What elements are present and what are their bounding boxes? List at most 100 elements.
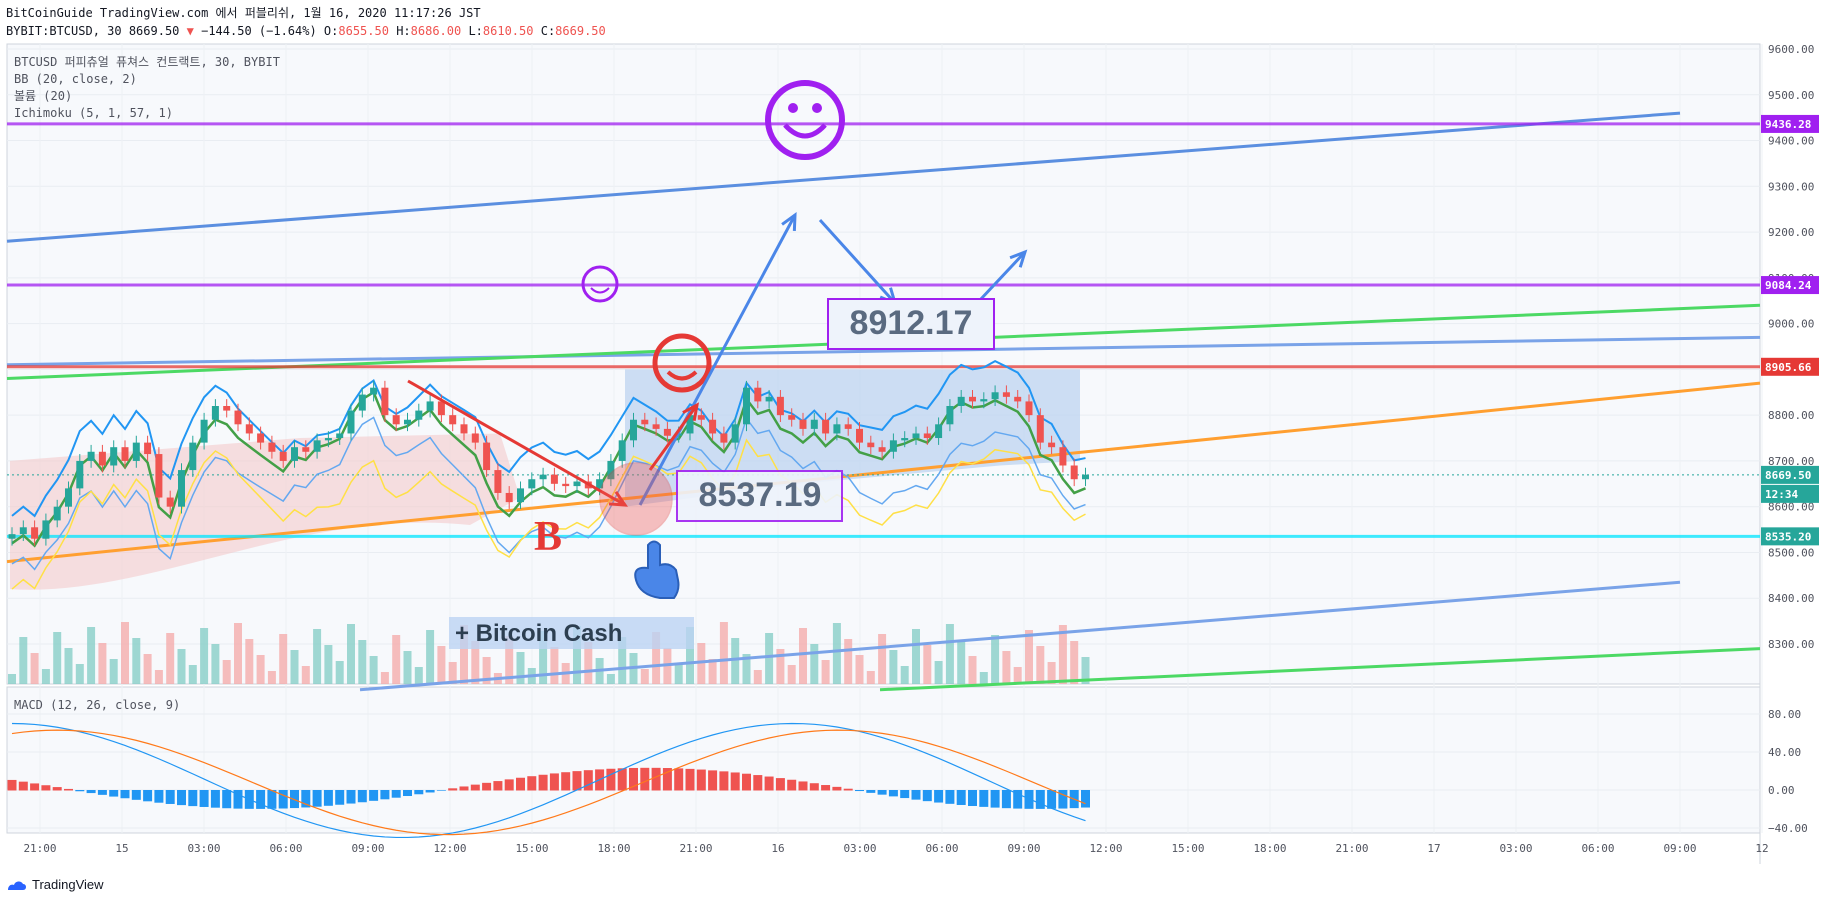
macd-histogram-bar [572,771,582,791]
legend-bb[interactable]: BB (20, close, 2) [14,72,137,86]
price-label-text: 8535.20 [1765,530,1811,543]
candle-body [245,424,253,434]
main-pane[interactable] [6,43,1761,685]
candle-body [53,506,61,521]
candle-body [98,451,106,466]
macd-series [7,722,1090,839]
volume-bar [460,625,468,684]
volume-bar [618,637,627,684]
price-label-box [1761,527,1819,546]
time-tick-label: 06:00 [925,842,958,855]
macd-histogram-bar [154,790,164,803]
candle-body [618,440,626,461]
volume-bar [686,627,694,684]
open-value: 8655.50 [338,24,389,38]
time-tick-label: 09:00 [351,842,384,855]
candle-body [1059,447,1067,466]
candle-body [923,433,931,439]
candle-body [460,424,468,434]
volume-bar [369,656,378,684]
volume-bar [1002,651,1011,684]
legend-ichimoku[interactable]: Ichimoku (5, 1, 57, 1) [14,106,173,120]
volume-bar [844,639,853,684]
macd-histogram-bar [403,790,412,797]
time-tick-label: 16 [771,842,784,855]
tradingview-logo[interactable]: TradingView [6,877,104,892]
time-tick-label: 15:00 [515,842,548,855]
macd-histogram-bar [719,771,729,791]
macd-histogram-bar [233,790,243,809]
legend-volume[interactable]: 볼륨 (20) [14,89,73,103]
candle-body [291,447,298,461]
macd-histogram-bar [109,790,119,797]
volume-bar [426,630,435,684]
macd-histogram-bar [346,790,356,804]
ichimoku-cloud-bear [10,433,520,590]
macd-histogram-bar [1035,790,1045,809]
price-tick-label: 9400.00 [1768,135,1814,148]
macd-histogram-bar [561,772,571,791]
drawings [6,111,1761,692]
legend-symbol[interactable]: BTCUSD 퍼피츄얼 퓨쳐스 컨트랙트, 30, BYBIT [14,55,280,69]
candle-body [799,419,807,429]
macd-pane[interactable] [6,686,1761,834]
macd-histogram-bar [629,767,638,791]
candle-body [19,527,27,535]
volume-bar [866,671,875,684]
macd-histogram-bar [86,790,96,794]
candle-body [946,406,954,425]
candle-body [76,460,84,489]
arrow-up-blue-small-head [1009,249,1028,268]
trend-line-orange [6,381,1761,564]
candle-body [268,442,276,452]
macd-histogram-bar [470,784,480,791]
candle-body [856,428,863,443]
macd-histogram-bar [787,779,797,791]
macd-histogram-bar [414,790,424,795]
arrow-up-blue-small [978,250,1027,302]
macd-legend[interactable]: MACD (12, 26, close, 9) [14,698,181,712]
macd-tick-label: −40.00 [1768,822,1808,835]
macd-histogram-bar [1013,790,1023,809]
low-value: 8610.50 [482,24,534,38]
volume-bar [799,628,807,684]
macd-histogram-bar [188,790,198,807]
macd-histogram-bar [651,767,661,791]
arrow-up-blue-head [781,211,797,232]
smiley-large-icon [765,80,845,160]
smiley-mouth [666,370,698,381]
macd-histogram-bar [391,790,401,798]
close-value: 8669.50 [555,24,606,38]
candle-body [1036,415,1044,443]
candle-body [483,442,491,471]
volume-bar [606,674,615,684]
macd-histogram-bar [199,790,209,807]
macd-histogram-bar [177,790,186,806]
publish-info: BitCoinGuide TradingView.com 에서 퍼블리쉬, 1월… [6,6,481,20]
candle-body [833,424,841,434]
candle-body [426,401,434,411]
macd-histogram-bar [527,776,537,791]
candle-body [155,454,163,498]
volume-bar [878,634,887,684]
candle-body [607,460,615,480]
price-axis[interactable]: 9600.009500.009400.009300.009200.009100.… [1761,43,1819,835]
candle-body [336,433,344,439]
note-box [449,617,694,649]
macd-histogram-bar [583,770,593,791]
macd-histogram-bar [301,790,311,808]
candle-body [234,410,242,425]
candle-body [810,419,818,429]
time-axis[interactable]: 21:00 15 03:00 06:00 09:00 12:00 15:00 18:00 21:… [23,842,1768,855]
candle-body [494,470,502,493]
volume-bar [742,654,751,684]
candle-body [358,394,366,411]
ohlc-line: BYBIT:BTCUSD, 30 8669.50 ▼ −144.50 (−1.6… [6,22,606,40]
smiley-small-icon [581,265,619,303]
candle-body [313,440,321,452]
volume-bar [414,667,423,684]
bb-upper-line [11,359,1086,518]
macd-line [11,722,1086,839]
arrow-down-blue [818,218,897,305]
